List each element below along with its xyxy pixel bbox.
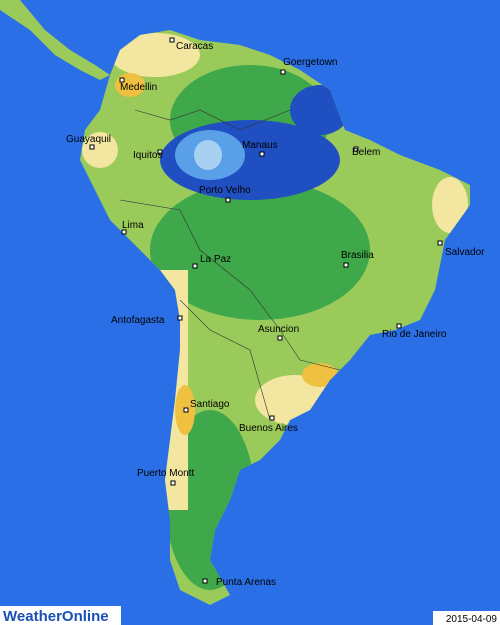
city-label: Goergetown [283, 57, 337, 68]
city-dot [343, 262, 349, 268]
region-dry [82, 132, 118, 168]
cities: Caracas Goergetown Medellin Guayaquil Iquito… [66, 37, 485, 588]
city-dot [280, 69, 286, 75]
city-dot [269, 415, 275, 421]
city-dot [353, 146, 359, 152]
region-dry [432, 177, 468, 233]
city-label: Rio de Janeiro [382, 329, 447, 340]
city-dot [202, 578, 208, 584]
region-dry [110, 33, 200, 77]
city-label: Medellin [120, 82, 157, 93]
city-dot [157, 149, 163, 155]
border [134, 109, 291, 131]
borders [119, 109, 341, 421]
border [179, 299, 271, 421]
city-dot [192, 263, 198, 269]
logo-box [0, 606, 121, 625]
logo: WeatherOnline [3, 608, 109, 625]
city-label: Punta Arenas [216, 577, 276, 588]
city-dot [119, 77, 125, 83]
city-label: Buenos Aires [239, 423, 298, 434]
date-box [433, 611, 500, 625]
city-label: Salvador [445, 247, 485, 258]
border [119, 199, 341, 371]
city-dot [183, 407, 189, 413]
city-label: Santiago [190, 399, 230, 410]
city-label: Puerto Montt [137, 468, 194, 479]
city-label: Brasilia [341, 250, 374, 261]
city-dot [169, 37, 175, 43]
city-dot [121, 229, 127, 235]
city-dot [177, 315, 183, 321]
date: 2015-04-09 [446, 614, 498, 625]
city-dot [277, 335, 283, 341]
city-dot [437, 240, 443, 246]
city-dot [89, 144, 95, 150]
city-label: Asuncion [258, 324, 299, 335]
city-label: La Paz [200, 254, 231, 265]
city-dot [259, 151, 265, 157]
city-label: Belem [352, 147, 380, 158]
region-wet [150, 180, 370, 320]
city-label: Guayaquil [66, 134, 111, 145]
city-dot [396, 323, 402, 329]
city-label: Caracas [176, 41, 213, 52]
city-dot [225, 197, 231, 203]
city-label: Lima [122, 220, 144, 231]
region-wettest [194, 140, 222, 170]
city-label: Manaus [242, 140, 278, 151]
city-label: Antofagasta [111, 315, 165, 326]
city-label: Iquitos [133, 150, 162, 161]
city-dot [170, 480, 176, 486]
city-label: Porto Velho [199, 185, 251, 196]
region-very-dry [302, 363, 338, 387]
